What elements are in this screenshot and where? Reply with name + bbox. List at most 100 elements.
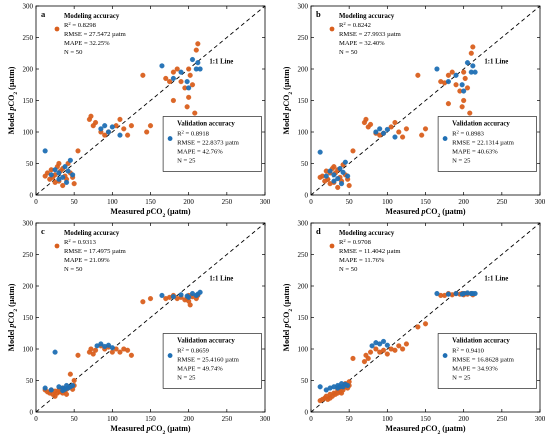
validation-point [338, 181, 345, 187]
modeling-point [52, 393, 58, 399]
validation-point [102, 123, 108, 129]
validation-point [60, 388, 66, 394]
modeling-point [186, 66, 192, 72]
modeling-point [88, 113, 94, 119]
modeling-point [170, 97, 176, 104]
modeling-point [109, 349, 115, 355]
validation-point [345, 173, 351, 179]
y-tick-label: 100 [23, 346, 34, 354]
modeling-point [419, 132, 425, 138]
x-tick-label: 150 [145, 415, 156, 423]
validation-point [109, 124, 115, 130]
validation-n: N = 25 [177, 375, 196, 382]
x-axis-title: Measured pCO2 (µatm) [110, 424, 190, 434]
x-tick-label: 0 [34, 415, 38, 423]
modeling-n: N = 50 [64, 266, 83, 273]
modeling-point [361, 359, 367, 365]
modeling-mape: MAPE = 32.40% [339, 40, 385, 47]
modeling-mape: MAPE = 11.76% [339, 257, 385, 264]
validation-mape: MAPE = 40.63% [452, 149, 498, 156]
modeling-point [92, 347, 99, 353]
modeling-rmse: RMSE = 17.4975 µatm [64, 248, 127, 255]
validation-point [434, 291, 440, 297]
one-to-one-line [35, 5, 266, 196]
validation-point [48, 387, 54, 393]
validation-point [67, 157, 73, 163]
validation-point [369, 343, 375, 349]
validation-point [384, 342, 390, 348]
modeling-point [317, 398, 323, 404]
validation-box [437, 116, 537, 172]
validation-point [184, 79, 190, 85]
modeling-point [178, 79, 184, 85]
one-to-one-label: 1:1 Line [484, 276, 508, 283]
y-tick-label: 300 [23, 3, 34, 11]
panel-letter: c [41, 226, 45, 236]
modeling-point [415, 72, 421, 78]
modeling-point [403, 126, 409, 132]
one-to-one-label: 1:1 Line [484, 59, 508, 66]
y-tick-label: 100 [23, 129, 34, 137]
y-tick-label: 300 [23, 220, 34, 228]
x-tick-label: 100 [382, 198, 393, 206]
validation-point [317, 149, 323, 155]
validation-point [178, 69, 184, 75]
validation-n: N = 25 [177, 158, 196, 165]
modeling-point [67, 371, 73, 377]
y-tick-label: 250 [298, 34, 309, 42]
validation-point [98, 341, 104, 347]
x-tick-label: 250 [497, 198, 508, 206]
validation-rmse: RMSE = 22.1314 µatm [452, 140, 515, 147]
validation-box [162, 116, 262, 172]
chart-panel-d: 0 50 100 150 200 250 300 0 50 100 150 200 250 300 Meas… [282, 220, 546, 434]
series-validation [42, 289, 203, 394]
modeling-point [449, 69, 455, 75]
validation-r2: R2 = 0.8659 [177, 346, 210, 355]
modeling-point [193, 47, 199, 53]
modeling-point [187, 72, 193, 78]
y-tick-label: 150 [298, 314, 309, 322]
modeling-point [327, 395, 333, 401]
modeling-n: N = 50 [339, 266, 358, 273]
modeling-legend-marker [54, 243, 60, 249]
modeling-point [121, 126, 127, 132]
validation-n: N = 25 [452, 375, 471, 382]
validation-point [42, 148, 48, 154]
validation-mape: MAPE = 42.76% [177, 149, 223, 156]
validation-legend-marker [442, 136, 448, 141]
series-validation [317, 60, 478, 187]
validation-point [70, 382, 76, 389]
chart-panel-b: 0 50 100 150 200 250 300 0 50 100 150 200 250 300 Meas… [282, 3, 546, 220]
y-tick-label: 300 [298, 220, 309, 228]
x-tick-label: 200 [458, 415, 469, 423]
modeling-point [322, 178, 328, 184]
modeling-point [373, 346, 379, 352]
series-validation [42, 56, 203, 185]
validation-point [184, 293, 190, 299]
y-tick-label: 0 [30, 192, 34, 200]
validation-box [162, 333, 262, 389]
validation-title: Validation accuracy [452, 338, 510, 345]
chart-panel-c: 0 50 100 150 200 250 300 0 50 100 150 200 250 300 Meas… [7, 220, 271, 434]
validation-point [327, 168, 333, 174]
one-to-one-label: 1:1 Line [209, 59, 233, 66]
validation-box [437, 333, 537, 389]
validation-point [195, 60, 201, 66]
modeling-point [144, 129, 150, 135]
validation-point [377, 341, 383, 347]
modeling-point [422, 321, 429, 327]
modeling-point [396, 129, 402, 135]
modeling-point [388, 124, 394, 130]
validation-point [42, 385, 48, 391]
modeling-point [331, 164, 337, 170]
chart-panel-a: 0 50 100 150 200 250 300 0 50 100 150 200 250 300 Meas… [7, 3, 271, 220]
modeling-point [147, 296, 154, 302]
validation-title: Validation accuracy [177, 121, 235, 128]
modeling-point [367, 349, 374, 355]
modeling-point [392, 347, 398, 353]
modeling-point [117, 116, 123, 122]
validation-point [445, 79, 451, 85]
modeling-point [400, 346, 406, 352]
modeling-point [350, 148, 356, 154]
modeling-point [464, 85, 471, 91]
